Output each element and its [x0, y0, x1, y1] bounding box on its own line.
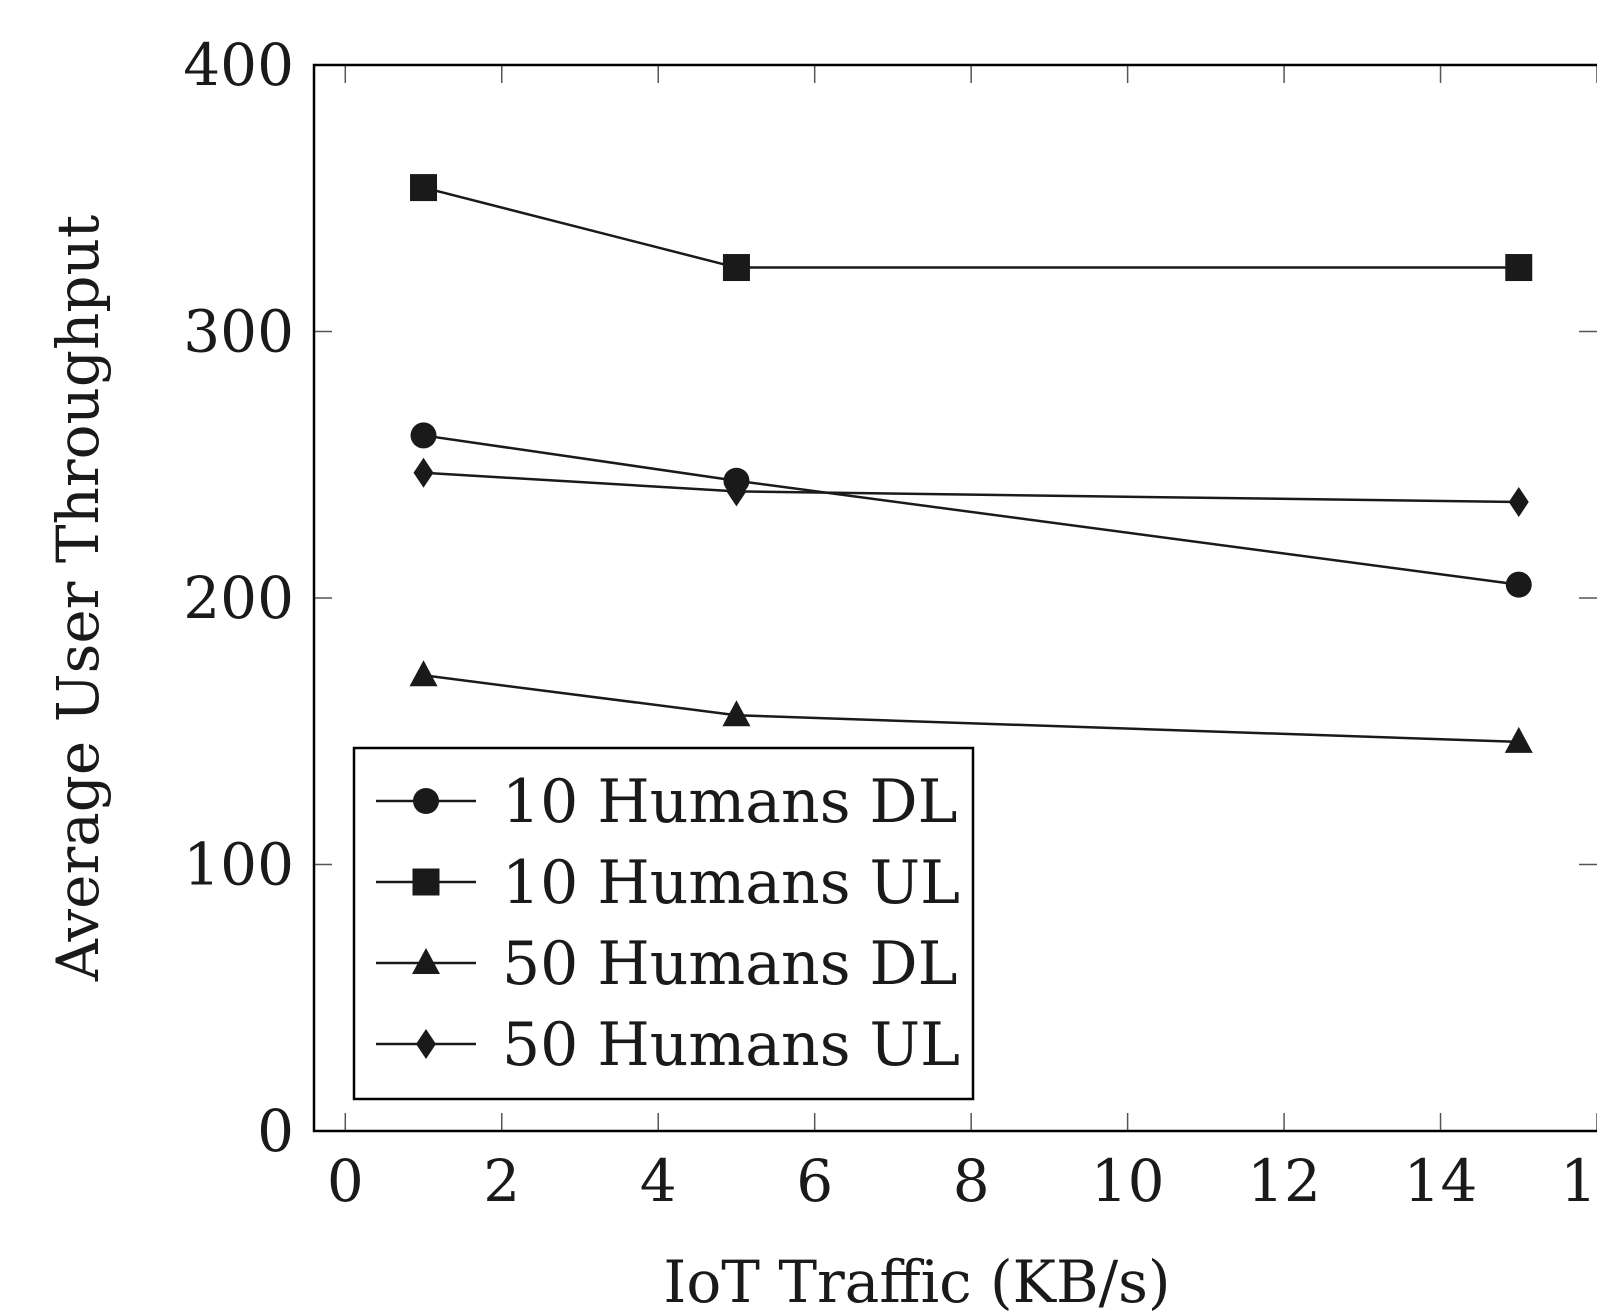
x-tick-label: 4: [640, 1147, 677, 1215]
data-point: [410, 422, 437, 449]
series-line: [423, 434, 1519, 586]
data-point: [1505, 254, 1533, 282]
series-line: [423, 674, 1519, 744]
legend: 10 Humans DL 10 Humans UL 50 Humans DL 50 H…: [352, 746, 975, 1101]
data-point: [722, 700, 751, 727]
tick-labels: 0 2 4 6 8 10 12 14 16 0 100 200 300 400: [183, 31, 1597, 1215]
x-tick-label: 12: [1247, 1147, 1321, 1215]
data-point: [410, 174, 438, 202]
x-tick-label: 6: [796, 1147, 833, 1215]
series-circle: [410, 422, 1532, 598]
x-tick-label: 2: [483, 1147, 520, 1215]
series-line: [423, 471, 1519, 504]
legend-label: 10 Humans UL: [502, 848, 960, 918]
x-tick-label: 14: [1404, 1147, 1478, 1215]
legend-item: 50 Humans UL: [376, 1010, 960, 1080]
x-tick-label: 16: [1560, 1147, 1597, 1215]
data-point: [1508, 487, 1529, 518]
plot-frame: [312, 63, 1597, 1133]
series-square: [410, 174, 1533, 282]
legend-marker: [412, 948, 440, 974]
data-point: [413, 457, 434, 488]
series-diamond: [413, 457, 1529, 518]
y-tick-label: 400: [183, 31, 294, 99]
series-layer: [409, 174, 1533, 753]
legend-marker: [413, 788, 439, 814]
x-tick-label: 0: [327, 1147, 364, 1215]
y-tick-label: 300: [183, 298, 294, 366]
y-axis-label: Average User Throughput: [44, 215, 112, 982]
legend-item: 10 Humans UL: [376, 848, 960, 918]
series-line: [423, 186, 1519, 269]
legend-item: 50 Humans DL: [376, 929, 958, 999]
legend-label: 10 Humans DL: [502, 767, 958, 837]
legend-item: 10 Humans DL: [376, 767, 958, 837]
legend-items: 10 Humans DL 10 Humans UL 50 Humans DL 50 H…: [376, 767, 960, 1080]
y-tick-label: 0: [257, 1097, 294, 1165]
x-tick-label: 10: [1091, 1147, 1165, 1215]
series-triangle: [409, 660, 1533, 753]
legend-label: 50 Humans DL: [502, 929, 958, 999]
legend-marker: [416, 1029, 436, 1059]
data-point: [726, 476, 747, 507]
x-axis-label: IoT Traffic (KB/s): [663, 1248, 1170, 1312]
legend-marker: [412, 868, 440, 896]
y-tick-label: 200: [183, 564, 294, 632]
data-point: [1504, 726, 1533, 753]
data-point: [1505, 571, 1532, 598]
x-tick-label: 8: [953, 1147, 990, 1215]
data-point: [409, 660, 438, 687]
data-point: [722, 254, 750, 282]
legend-box: [352, 746, 975, 1101]
legend-label: 50 Humans UL: [502, 1010, 960, 1080]
y-tick-label: 100: [183, 831, 294, 899]
